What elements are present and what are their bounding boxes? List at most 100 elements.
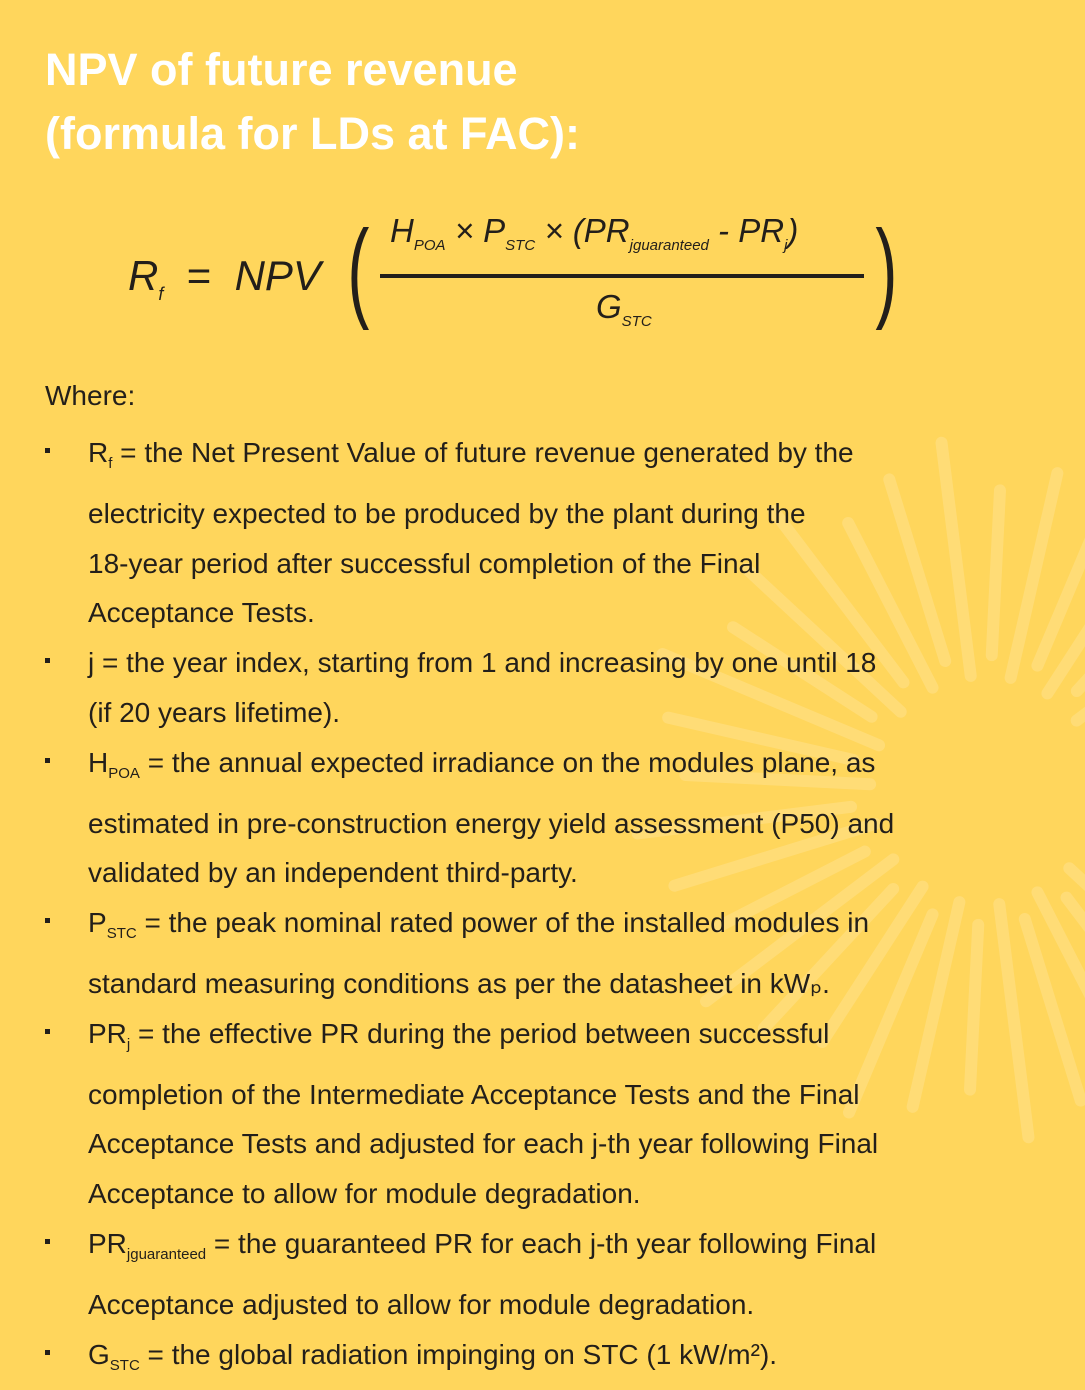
times-sign: × — [544, 212, 564, 249]
bullet-icon — [45, 918, 50, 924]
sun-ray — [993, 898, 1035, 1144]
npv-formula: Rf = NPV ( ) HPOA × PSTC × (PRjguarantee… — [128, 212, 918, 332]
sun-ray — [662, 711, 860, 766]
definition-line: PSTC = the peak nominal rated power of t… — [88, 898, 1055, 959]
definition-line: Acceptance adjusted to allow for module … — [88, 1280, 1055, 1330]
sun-ray — [883, 473, 952, 667]
term-subscript: STC — [106, 925, 137, 943]
term-symbol: P — [88, 907, 107, 939]
term-subscript: POA — [108, 764, 140, 782]
definition-text: validated by an independent third-party. — [88, 857, 578, 889]
title-line-2: (formula for LDs at FAC): — [45, 108, 580, 159]
bullet-icon — [45, 448, 50, 453]
definition-line: PRj = the effective PR during the period… — [88, 1009, 1055, 1070]
h-symbol: H — [390, 212, 414, 249]
g-sub: STC — [621, 313, 652, 330]
term-symbol: PR — [88, 1017, 127, 1049]
definition-text: = the year index, starting from 1 and in… — [94, 647, 877, 679]
definition-text: = the global radiation impinging on STC … — [139, 1338, 778, 1370]
term-symbol: PR — [88, 1227, 127, 1259]
bullet-icon — [45, 658, 50, 664]
minus-sign: - — [718, 212, 730, 249]
definition-text: = the guaranteed PR for each j-th year f… — [206, 1227, 877, 1259]
pr-symbol: PR — [583, 212, 630, 249]
definition-line: (if 20 years lifetime). — [88, 688, 1055, 738]
title-line-1: NPV of future revenue — [45, 44, 518, 95]
equals-sign: = — [186, 252, 212, 299]
sun-ray — [1031, 886, 1085, 999]
list-item: GSTC = the global radiation impinging on… — [45, 1330, 1055, 1390]
definition-line: 18-year period after successful completi… — [88, 539, 1055, 589]
term-subscript: j — [126, 1035, 131, 1053]
definitions-list: Rf = the Net Present Value of future rev… — [45, 428, 1055, 1390]
definition-text: Acceptance to allow for module degradati… — [88, 1178, 641, 1210]
pr-symbol: PR — [738, 212, 785, 249]
definition-text: = the annual expected irradiance on the … — [139, 746, 876, 778]
sun-ray — [906, 896, 966, 1113]
definition-text: Acceptance adjusted to allow for module … — [88, 1288, 755, 1320]
definition-line: GSTC = the global radiation impinging on… — [88, 1330, 1055, 1390]
bullet-icon — [45, 1349, 50, 1355]
rf-symbol: R — [128, 252, 159, 299]
sun-ray — [964, 918, 985, 1096]
definition-line: PRjguaranteed = the guaranteed PR for ea… — [88, 1219, 1055, 1280]
definition-text: 18-year period after successful completi… — [88, 547, 761, 579]
definition-text: = the Net Present Value of future revenu… — [112, 437, 854, 468]
definition-line: Rf = the Net Present Value of future rev… — [88, 428, 1055, 489]
list-item: PRj = the effective PR during the period… — [45, 1009, 1055, 1219]
sun-ray — [656, 648, 886, 752]
list-item: HPOA = the annual expected irradiance on… — [45, 738, 1055, 898]
definition-line: standard measuring conditions as per the… — [88, 959, 1055, 1009]
sun-ray — [1041, 624, 1085, 700]
sun-ray — [631, 800, 858, 840]
sun-ray — [935, 436, 977, 682]
definition-text: electricity expected to be produced by t… — [88, 497, 806, 529]
g-symbol: G — [596, 288, 622, 325]
sun-ray — [727, 621, 878, 723]
where-label: Where: — [45, 380, 136, 411]
sun-ray — [1031, 537, 1085, 672]
term-subscript: f — [108, 455, 113, 472]
open-paren: ( — [347, 208, 370, 331]
list-item: j = the year index, starting from 1 and … — [45, 638, 1055, 738]
formula-denominator: GSTC — [596, 288, 652, 330]
definition-line: Acceptance Tests and adjusted for each j… — [88, 1119, 1055, 1169]
h-sub: POA — [413, 237, 446, 254]
list-item: Rf = the Net Present Value of future rev… — [45, 428, 1055, 638]
p-symbol: P — [483, 212, 506, 249]
term-symbol: H — [88, 746, 109, 778]
fraction-bar — [380, 274, 864, 278]
sun-ray — [757, 882, 900, 1035]
list-item: PRjguaranteed = the guaranteed PR for ea… — [45, 1219, 1055, 1330]
definition-text: Acceptance Tests and adjusted for each j… — [88, 1128, 879, 1160]
definition-line: electricity expected to be produced by t… — [88, 489, 1055, 539]
bullet-icon — [45, 1238, 50, 1244]
definition-text: completion of the Intermediate Acceptanc… — [88, 1078, 860, 1110]
bullet-icon — [45, 757, 50, 763]
definition-line: Acceptance to allow for module degradati… — [88, 1169, 1055, 1219]
close-paren-small: ) — [787, 212, 799, 249]
p-sub: STC — [505, 237, 536, 254]
sun-ray — [668, 817, 882, 892]
formula-lhs: Rf = NPV — [128, 252, 321, 305]
definition-line: HPOA = the annual expected irradiance on… — [88, 738, 1055, 799]
npv-function: NPV — [234, 252, 321, 299]
definition-line: completion of the Intermediate Acceptanc… — [88, 1070, 1055, 1120]
sun-ray — [985, 484, 1006, 662]
definition-line: validated by an independent third-party. — [88, 848, 1055, 898]
sun-ray — [1018, 913, 1085, 1107]
sun-ray — [843, 908, 939, 1119]
sun-ray — [712, 845, 871, 933]
term-subscript: STC — [109, 1356, 140, 1374]
rf-sub: f — [158, 284, 164, 304]
list-item: PSTC = the peak nominal rated power of t… — [45, 898, 1055, 1009]
sun-ray — [767, 504, 910, 689]
definition-line: j = the year index, starting from 1 and … — [88, 638, 1055, 688]
times-sign: × — [454, 212, 474, 249]
pr-sub: j — [784, 237, 788, 254]
definition-text: estimated in pre-construction energy yie… — [88, 807, 895, 839]
definition-text: Acceptance Tests. — [88, 597, 315, 629]
open-paren-small: ( — [572, 212, 584, 249]
term-symbol: R — [88, 437, 109, 468]
bullet-icon — [45, 1028, 50, 1034]
